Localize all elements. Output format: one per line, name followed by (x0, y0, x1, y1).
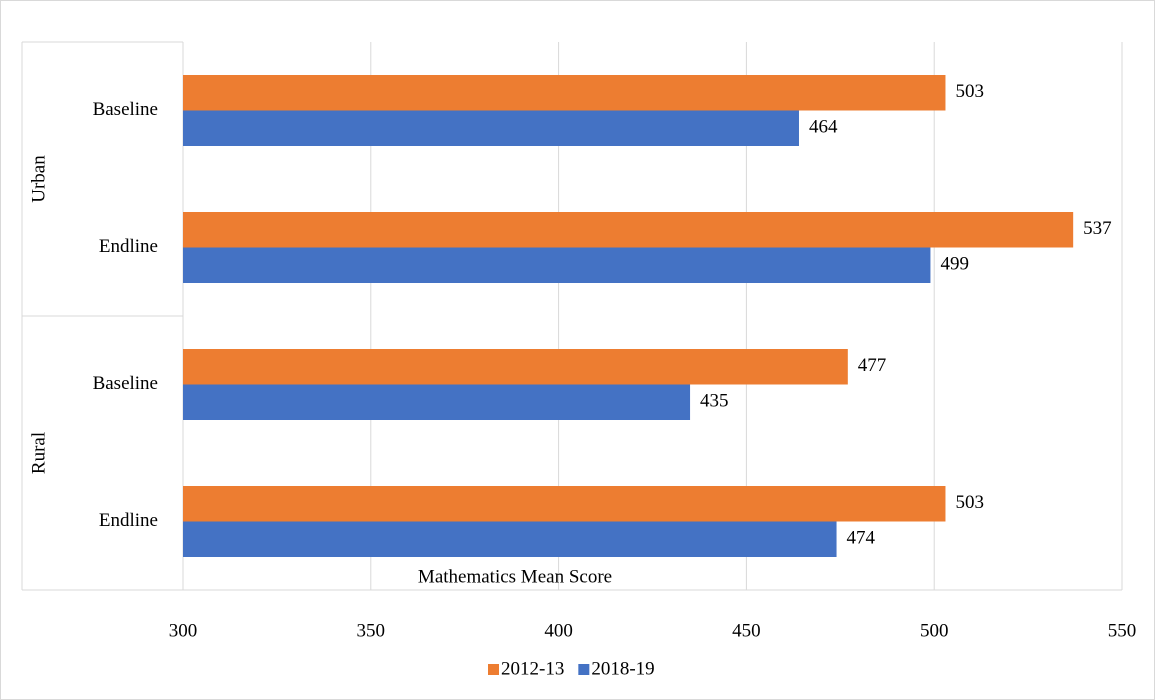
x-tick-label: 300 (169, 620, 198, 641)
value-label: 435 (700, 391, 729, 412)
x-tick-label: 450 (732, 620, 761, 641)
x-tick-label: 500 (920, 620, 949, 641)
value-label: 464 (809, 117, 838, 138)
x-tick-label: 400 (544, 620, 573, 641)
bar (183, 521, 837, 557)
x-tick-label: 350 (357, 620, 386, 641)
y-tick-label: Baseline (93, 373, 158, 394)
y-tick-label: Baseline (93, 99, 158, 120)
x-tick-label: 550 (1108, 620, 1137, 641)
value-label: 537 (1083, 218, 1112, 239)
bar (183, 384, 691, 420)
bar (183, 486, 946, 522)
x-axis-title: Mathematics Mean Score (418, 566, 612, 587)
bar (183, 212, 1074, 248)
value-label: 503 (955, 81, 984, 102)
bar (183, 247, 931, 283)
bar (183, 110, 799, 146)
y-tick-label: Endline (99, 236, 158, 257)
legend-swatch (578, 664, 590, 675)
bar (183, 75, 946, 111)
value-label: 477 (858, 355, 887, 376)
value-label: 503 (955, 492, 984, 513)
group-label: Urban (28, 155, 49, 203)
value-label: 474 (847, 528, 876, 549)
bar (183, 349, 848, 385)
group-label: Rural (28, 432, 49, 474)
legend-swatch (488, 664, 499, 675)
legend-label: 2012-13 (501, 658, 564, 679)
value-label: 499 (940, 254, 969, 275)
legend-label: 2018-19 (591, 658, 654, 679)
y-tick-label: Endline (99, 510, 158, 531)
